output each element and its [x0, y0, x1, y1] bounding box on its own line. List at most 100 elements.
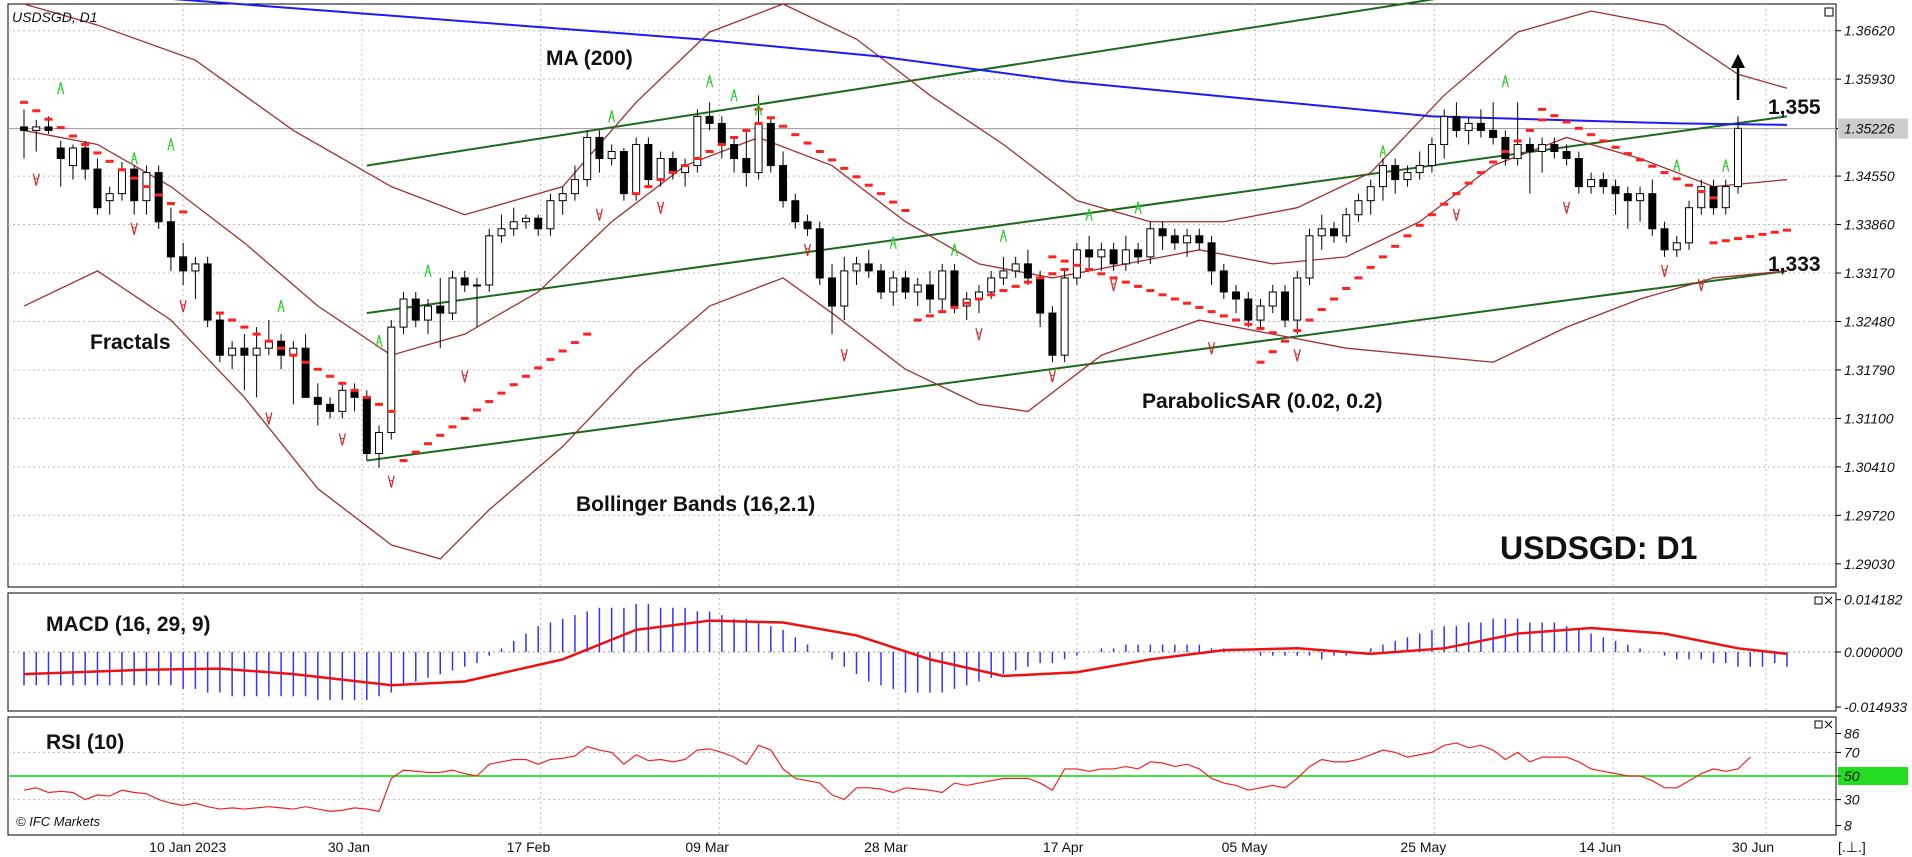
price-tick-label: 1.30410	[1844, 459, 1895, 475]
bull-candle	[1636, 193, 1645, 202]
psar-dot	[1758, 232, 1767, 236]
psar-dot	[1721, 239, 1730, 243]
bull-candle	[485, 235, 494, 286]
bull-candle	[375, 431, 384, 455]
bollinger-label: Bollinger Bands (16,2.1)	[576, 493, 815, 516]
fractal-up-icon	[1085, 208, 1093, 221]
psar-dot	[1146, 289, 1155, 293]
macd-tick-label: 0.014182	[1844, 592, 1903, 608]
psar-dot	[1281, 339, 1290, 343]
price-tick-label: 1.33860	[1844, 217, 1895, 233]
bollinger-bands	[23, 3, 1788, 560]
psar-dot	[1219, 314, 1228, 318]
psar-dot	[154, 193, 163, 197]
bear-candle	[1525, 143, 1534, 153]
bear-candle	[215, 319, 224, 356]
bear-candle	[1562, 151, 1571, 160]
bull-candle	[1183, 235, 1192, 244]
bear-candle	[130, 168, 139, 202]
bull-candle	[558, 193, 567, 202]
psar-dot	[1648, 164, 1657, 168]
price-tick-label: 1.36620	[1844, 23, 1895, 39]
psar-dot	[326, 374, 335, 378]
psar-dot	[20, 100, 28, 104]
window-controls-macd-icon[interactable]	[1814, 596, 1833, 605]
psar-dot	[668, 171, 677, 175]
bear-candle	[534, 217, 543, 230]
psar-dot	[1329, 297, 1338, 301]
psar-dot	[1611, 145, 1620, 149]
ma-label: MA (200)	[546, 47, 633, 70]
bear-candle	[1574, 158, 1583, 188]
bear-candle	[301, 347, 310, 398]
bull-candle	[105, 193, 114, 202]
bear-candle	[1329, 228, 1338, 237]
bull-candle	[1538, 143, 1547, 153]
bear-candle	[595, 136, 604, 160]
price-tick-label: 1.35226	[1844, 121, 1895, 137]
maximize-icon[interactable]	[1824, 7, 1834, 17]
bear-candle	[901, 277, 910, 293]
psar-dot	[1268, 331, 1277, 335]
time-axis-end-marker: [.⊥.]	[1838, 839, 1866, 855]
up-arrow-icon	[1731, 54, 1745, 100]
bear-candle	[717, 122, 726, 145]
bear-candle	[1281, 291, 1290, 321]
bear-candle	[411, 298, 420, 321]
psar-dot	[717, 142, 726, 146]
psar-dot	[656, 178, 665, 182]
bear-candle	[313, 396, 322, 405]
psar-dot	[962, 301, 971, 305]
psar-dot	[1574, 126, 1583, 130]
psar-dot	[1109, 276, 1118, 280]
window-controls-rsi-icon[interactable]	[1814, 720, 1833, 729]
bull-candle	[399, 298, 408, 328]
fractal-down-icon	[1109, 278, 1118, 292]
price-tick-label: 1.34550	[1844, 168, 1895, 184]
psar-dot	[754, 107, 763, 111]
chart-title: USDSGD: D1	[1500, 530, 1697, 566]
bear-candle	[619, 151, 628, 195]
bear-candle	[1158, 228, 1167, 237]
psar-dot	[68, 134, 77, 138]
psar-dot	[1562, 120, 1571, 124]
psar-dot	[215, 311, 224, 315]
bull-candle	[1354, 200, 1363, 216]
fractal-down-icon	[387, 475, 395, 488]
bull-candle	[546, 200, 555, 230]
bear-candle	[436, 305, 445, 314]
bull-candle	[1060, 277, 1069, 356]
psar-dot	[1048, 272, 1057, 276]
bull-candle	[1440, 115, 1449, 145]
bear-candle	[1391, 165, 1400, 181]
psar-dot	[546, 357, 555, 361]
time-tick-label: 10 Jan 2023	[149, 839, 226, 855]
fractal-down-icon	[265, 412, 273, 425]
trend-channel	[366, 0, 1788, 462]
psar-dot	[252, 332, 261, 336]
psar-dot	[999, 289, 1008, 293]
bear-candle	[1489, 129, 1498, 138]
psar-dot	[632, 192, 641, 196]
bb-lower-line	[23, 270, 1788, 560]
psar-dot	[301, 360, 310, 364]
psar-dot	[1734, 237, 1742, 241]
bear-candle	[950, 270, 959, 307]
fractal-down-icon	[1293, 349, 1301, 362]
fractal-up-icon	[57, 82, 65, 95]
psar-dot	[1550, 114, 1559, 118]
fractal-down-icon	[1697, 278, 1705, 292]
bear-candle	[1623, 193, 1632, 202]
channel-line	[366, 115, 1788, 315]
fractal-up-icon	[705, 75, 714, 88]
psar-dot	[1378, 255, 1387, 259]
psar-dot	[277, 346, 286, 350]
psar-dot	[338, 381, 347, 385]
rsi-tick-label: 70	[1844, 744, 1860, 760]
grid	[8, 4, 1836, 835]
bull-candle	[1427, 143, 1436, 167]
psar-dot	[1403, 234, 1412, 238]
rsi-tick-label: 8	[1844, 818, 1852, 834]
macd-axis: 0.014182 0.000000 -0.014933	[1836, 592, 1907, 715]
